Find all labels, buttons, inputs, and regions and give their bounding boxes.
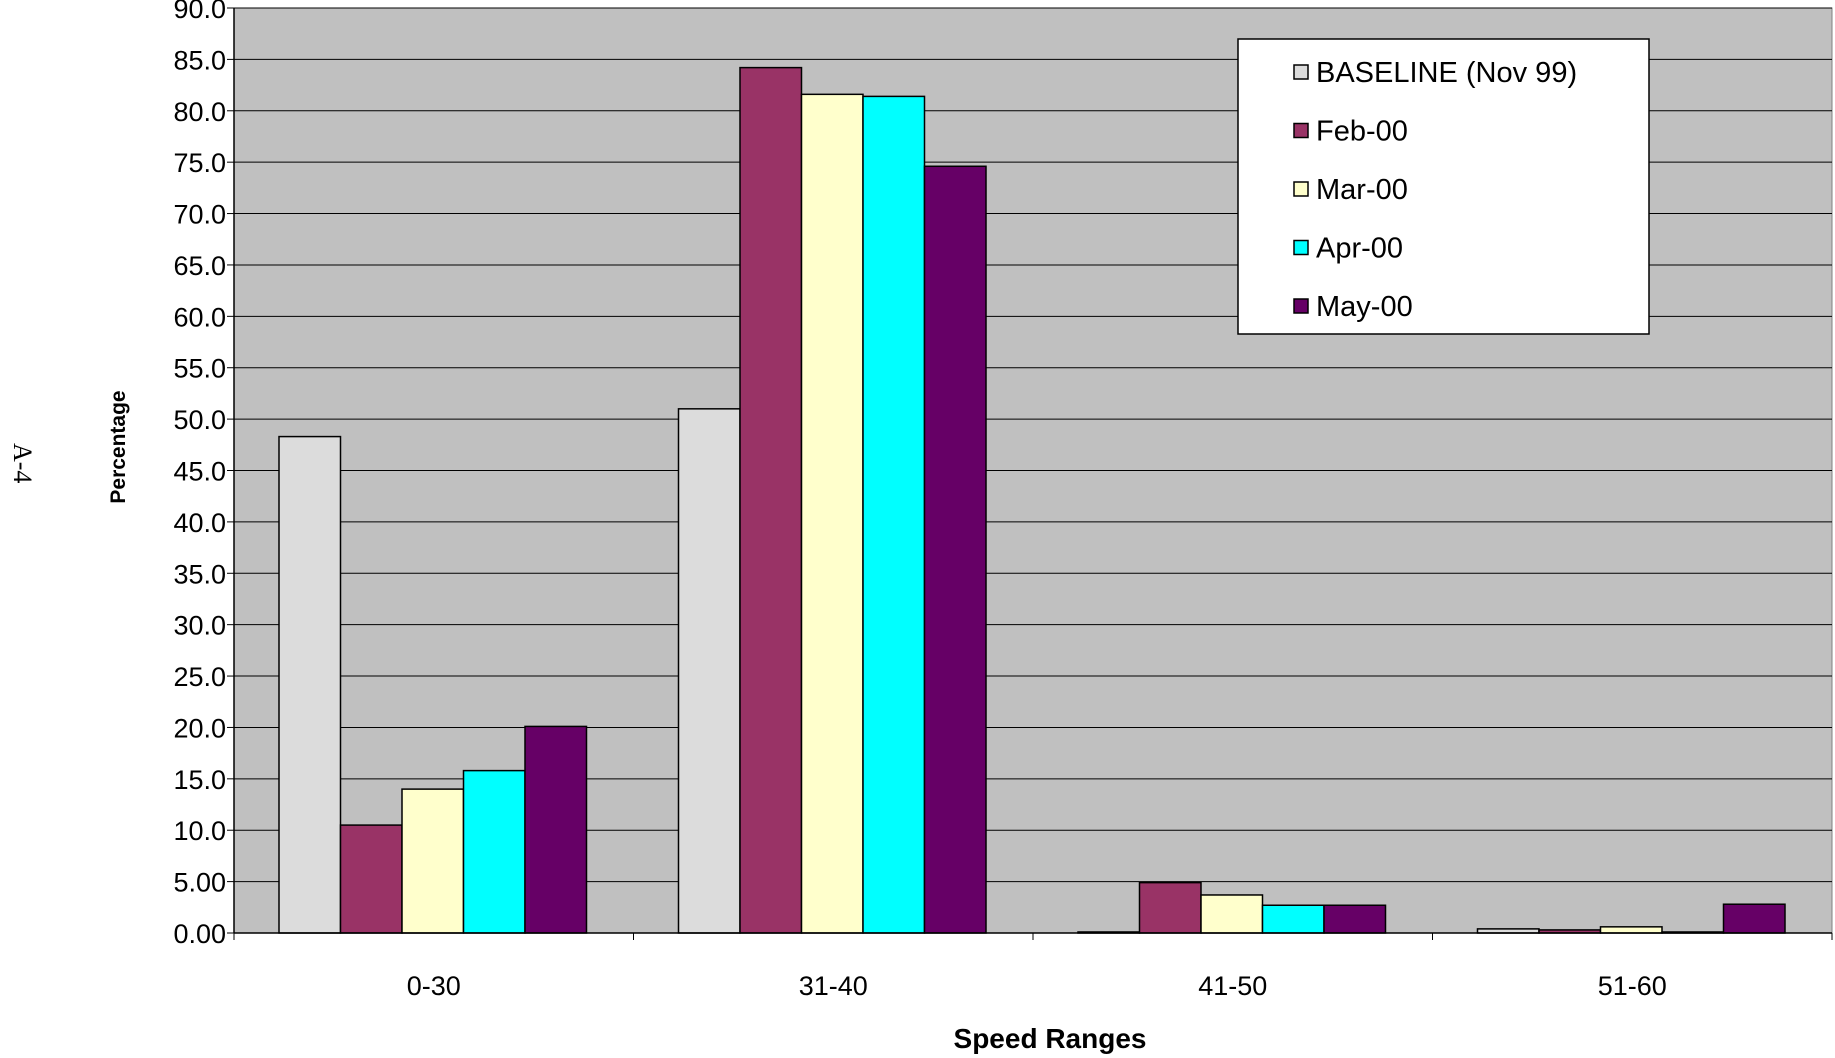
y-tick-label: 85.0 (173, 45, 226, 75)
bar (677, 408, 741, 934)
bar (923, 165, 987, 934)
y-tick-label: 55.0 (173, 354, 226, 384)
bar (739, 66, 803, 934)
bars (278, 66, 1786, 934)
y-axis-title: Percentage (107, 390, 130, 503)
y-tick-label: 70.0 (173, 200, 226, 230)
legend-label: Feb-00 (1316, 116, 1408, 148)
bar (800, 93, 864, 934)
y-tick-label: 45.0 (173, 457, 226, 487)
legend-label: Apr-00 (1316, 233, 1403, 265)
legend-swatch (1293, 122, 1309, 139)
legend-swatch (1293, 298, 1309, 314)
bar (1599, 926, 1663, 934)
bar (401, 788, 465, 934)
x-axis-title: Speed Ranges (954, 1023, 1147, 1054)
bar (524, 725, 588, 934)
legend-swatch (1293, 64, 1309, 80)
y-tick-label: 60.0 (173, 302, 226, 332)
x-tick-labels: 0-30 31-40 41-50 51-60 (407, 971, 1667, 1001)
x-tick-label: 41-50 (1198, 971, 1267, 1001)
legend-swatch (1293, 239, 1309, 256)
y-tick-label: 65.0 (173, 251, 226, 281)
y-tick-label: 10.0 (173, 816, 226, 846)
legend-label: BASELINE (Nov 99) (1316, 57, 1577, 89)
legend: BASELINE (Nov 99) Feb-00 Mar-00 Apr-00 May-0… (1237, 38, 1650, 335)
x-tick-label: 31-40 (799, 971, 868, 1001)
y-tick-label: 0.00 (173, 919, 226, 949)
axes (233, 8, 1833, 940)
y-tick-label: 35.0 (173, 559, 226, 589)
page-label: A-4 (8, 443, 37, 483)
bar (1722, 903, 1786, 934)
y-tick-label: 30.0 (173, 611, 226, 641)
bar (1323, 904, 1387, 934)
bar (278, 435, 342, 934)
bar (862, 95, 926, 934)
y-tick-label: 90.0 (173, 0, 226, 24)
x-tick-label: 51-60 (1598, 971, 1667, 1001)
legend-label: Mar-00 (1316, 174, 1408, 206)
bar (1200, 894, 1264, 934)
y-tick-label: 25.0 (173, 662, 226, 692)
bar (1261, 904, 1325, 934)
y-tick-label: 5.00 (173, 868, 226, 898)
y-tick-label: 20.0 (173, 713, 226, 743)
y-tick-label: 75.0 (173, 148, 226, 178)
legend-swatch (1293, 181, 1309, 197)
y-tick-label: 80.0 (173, 97, 226, 127)
y-tick-label: 15.0 (173, 765, 226, 795)
bar (462, 769, 526, 934)
bar (339, 824, 403, 934)
y-tick-label: 40.0 (173, 508, 226, 538)
y-tick-label: 50.0 (173, 405, 226, 435)
y-tick-labels: 0.00 5.00 10.0 15.0 20.0 25.0 30.0 35.0 40.0 45.0… (173, 0, 226, 949)
legend-label: May-00 (1316, 291, 1413, 323)
x-tick-label: 0-30 (407, 971, 461, 1001)
bar (1138, 881, 1202, 934)
